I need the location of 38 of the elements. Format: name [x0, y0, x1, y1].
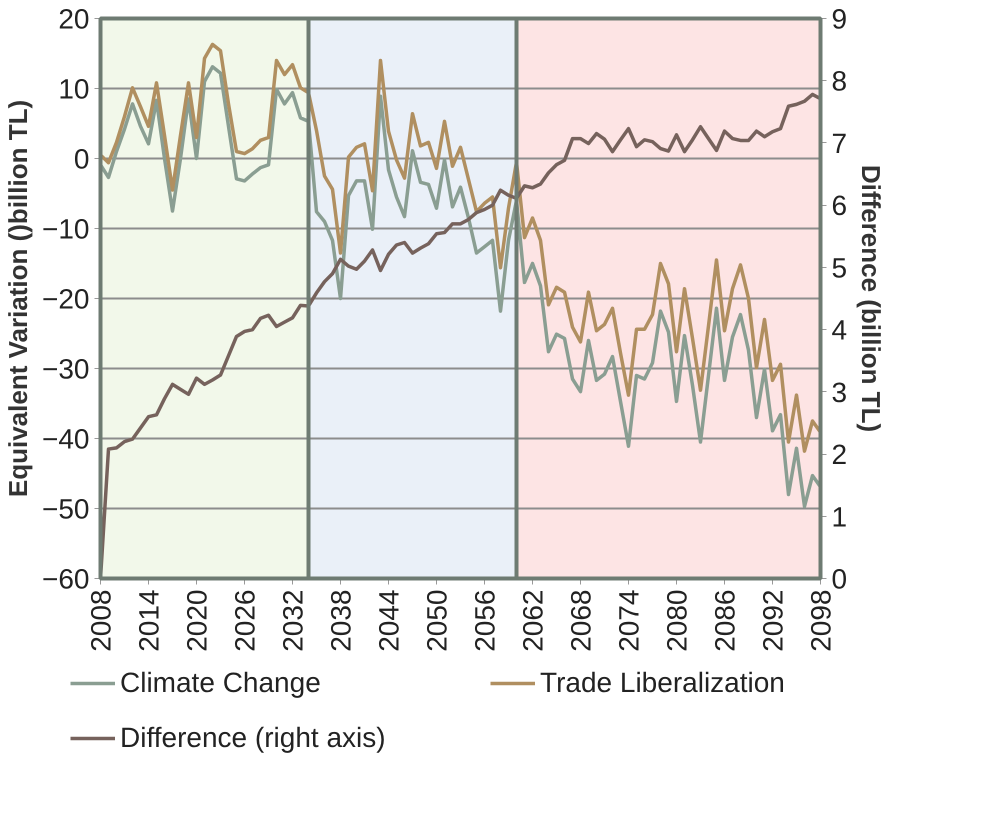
x-tick-label: 2056 [470, 589, 500, 652]
x-tick-label: 2074 [614, 589, 644, 652]
x-tick-label: 2068 [566, 589, 596, 652]
x-tick-label: 2026 [230, 589, 260, 652]
y2-tick-label: 5 [832, 252, 848, 284]
x-tick-label: 2062 [518, 589, 548, 652]
y-tick-label: 20 [58, 4, 90, 34]
line-series [100, 65, 820, 508]
line-series [100, 42, 820, 453]
x-tick-label: 2092 [758, 589, 788, 652]
y-tick-label: −10 [42, 214, 90, 244]
x-tick-label: 2032 [278, 589, 308, 652]
x-tick-label: 2050 [422, 589, 452, 652]
y-tick-label: −40 [42, 424, 90, 454]
y2-tick-label: 6 [832, 190, 848, 222]
y2-tick-label: 9 [832, 4, 848, 34]
legend-label: Trade Liberalization [540, 667, 786, 699]
y-tick-label: 10 [58, 74, 90, 104]
y2-axis-title: Difference (billion TL) [856, 164, 886, 432]
y-tick-label: −30 [42, 354, 90, 384]
y-axis-title: Equivalent Variation ()billion TL) [3, 100, 34, 498]
y-tick-label: −50 [42, 494, 90, 524]
x-tick-label: 2044 [374, 589, 404, 652]
y2-tick-label: 2 [832, 439, 848, 470]
y2-tick-label: 1 [832, 501, 848, 532]
legend-label: Difference (right axis) [120, 722, 387, 754]
legend-label: Climate Change [120, 667, 322, 699]
y-tick-label: −20 [42, 284, 90, 314]
y2-tick-label: 8 [832, 66, 848, 97]
y2-tick-label: 3 [832, 376, 848, 408]
x-tick-label: 2086 [710, 589, 740, 652]
x-tick-label: 2080 [662, 589, 692, 652]
x-tick-label: 2020 [182, 589, 212, 652]
x-tick-label: 2038 [326, 589, 356, 652]
y2-tick-label: 7 [832, 128, 848, 159]
y2-tick-label: 4 [832, 314, 848, 346]
x-tick-label: 2014 [134, 589, 164, 652]
y-tick-label: 0 [74, 144, 90, 174]
